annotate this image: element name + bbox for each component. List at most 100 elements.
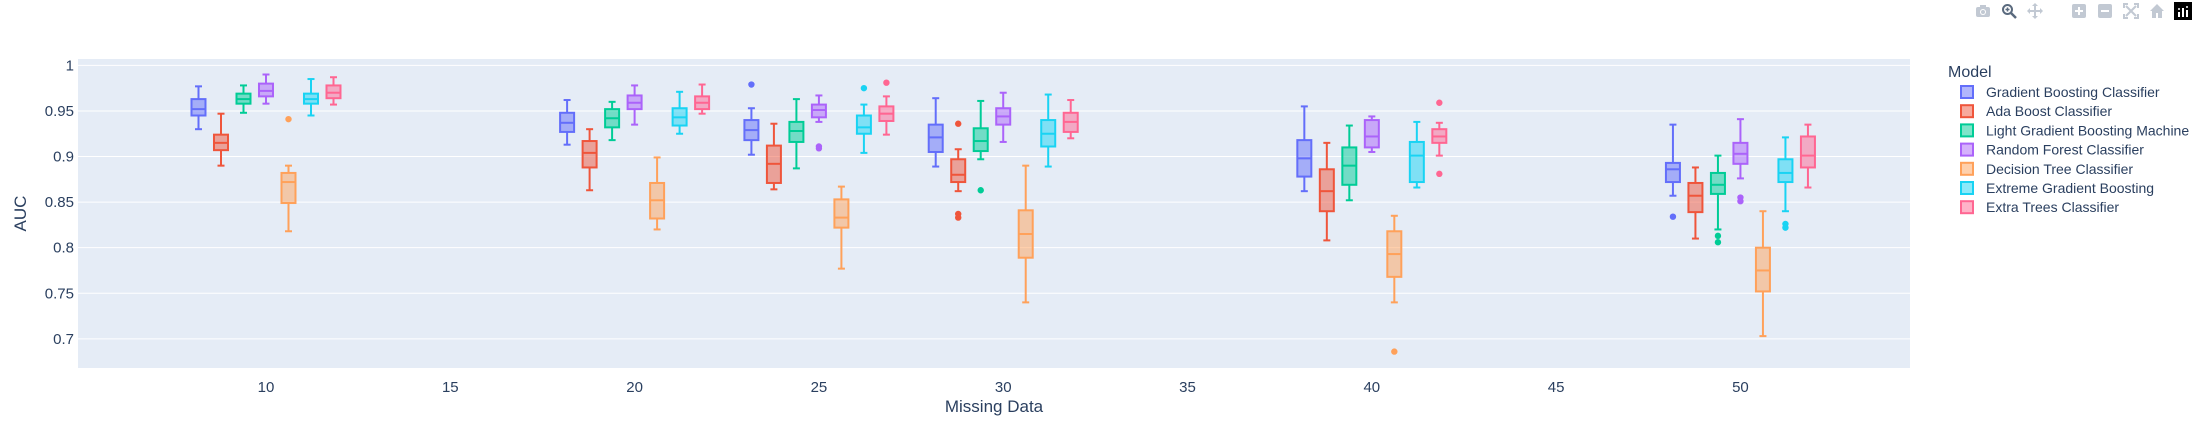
pan-icon[interactable] xyxy=(2026,2,2044,20)
box[interactable] xyxy=(1318,141,1335,242)
box[interactable] xyxy=(972,99,989,194)
box[interactable] xyxy=(878,79,895,136)
box[interactable] xyxy=(280,115,297,233)
box-iqr xyxy=(950,158,967,184)
box[interactable] xyxy=(671,90,688,135)
legend-item[interactable]: Extra Trees Classifier xyxy=(1960,199,2119,215)
y-axis-ticks: 0.7 0.75 0.8 0.85 0.9 0.95 1 xyxy=(45,57,74,347)
y-tick-label: 0.85 xyxy=(45,194,74,211)
box[interactable] xyxy=(788,98,805,170)
box[interactable] xyxy=(995,91,1012,143)
box[interactable] xyxy=(235,84,252,114)
outlier-point[interactable] xyxy=(1436,99,1443,106)
outlier-point[interactable] xyxy=(1436,170,1443,178)
outlier-point[interactable] xyxy=(977,187,984,194)
box[interactable] xyxy=(1386,214,1403,355)
legend-label: Decision Tree Classifier xyxy=(1986,161,2133,177)
legend-item[interactable]: Random Forest Classifier xyxy=(1960,142,2144,158)
box[interactable] xyxy=(927,97,944,168)
legend-item[interactable]: Ada Boost Classifier xyxy=(1960,103,2112,119)
x-tick-label: 50 xyxy=(1732,379,1749,396)
outlier-point[interactable] xyxy=(748,81,755,88)
box[interactable] xyxy=(1687,166,1704,240)
box-iqr xyxy=(855,114,872,135)
box[interactable] xyxy=(810,94,827,152)
box-iqr xyxy=(1664,161,1681,184)
series-ada-boost-classifier xyxy=(212,112,1704,242)
box[interactable] xyxy=(855,84,872,154)
box[interactable] xyxy=(212,112,229,167)
outlier-point[interactable] xyxy=(955,120,962,127)
box[interactable] xyxy=(302,78,319,117)
box[interactable] xyxy=(649,156,666,231)
outlier-point[interactable] xyxy=(285,115,292,123)
camera-icon[interactable] xyxy=(1974,2,1992,20)
box[interactable] xyxy=(950,120,967,221)
series-random-forest-classifier xyxy=(257,73,1749,205)
x-tick-label: 40 xyxy=(1363,379,1380,396)
box[interactable] xyxy=(190,85,207,131)
legend-swatch xyxy=(1960,181,1974,195)
box[interactable] xyxy=(1062,99,1079,140)
legend-item[interactable]: Decision Tree Classifier xyxy=(1960,161,2133,177)
box[interactable] xyxy=(1341,124,1358,202)
box[interactable] xyxy=(1732,118,1749,205)
outlier-point[interactable] xyxy=(883,79,890,86)
gridlines xyxy=(78,64,1910,340)
box-iqr xyxy=(1408,140,1425,184)
box[interactable] xyxy=(581,128,598,192)
plot-area[interactable] xyxy=(78,59,1910,368)
box[interactable] xyxy=(1408,120,1425,189)
box-iqr xyxy=(1687,181,1704,214)
autoscale-icon[interactable] xyxy=(2122,2,2140,20)
box-iqr xyxy=(833,198,850,229)
zoom-icon[interactable] xyxy=(2000,2,2018,20)
legend-item[interactable]: Gradient Boosting Classifier xyxy=(1960,84,2160,100)
box[interactable] xyxy=(1709,154,1726,246)
box[interactable] xyxy=(1754,210,1771,338)
y-tick-label: 0.95 xyxy=(45,103,74,120)
legend-title: Model xyxy=(1948,64,1992,81)
plotly-logo-icon[interactable] xyxy=(2174,2,2192,20)
zoom-in-icon[interactable] xyxy=(2070,2,2088,20)
box[interactable] xyxy=(1777,136,1794,231)
reset-axes-icon[interactable] xyxy=(2148,2,2166,20)
outlier-point[interactable] xyxy=(1782,224,1789,231)
series-decision-tree-classifier xyxy=(280,115,1771,355)
legend-item[interactable]: Light Gradient Boosting Machine xyxy=(1960,122,2189,138)
box-iqr xyxy=(1799,135,1816,169)
box[interactable] xyxy=(1664,123,1681,220)
x-axis-title: Missing Data xyxy=(945,397,1044,416)
y-tick-label: 0.7 xyxy=(53,331,74,348)
outlier-point[interactable] xyxy=(1391,348,1398,355)
zoom-out-icon[interactable] xyxy=(2096,2,2114,20)
box[interactable] xyxy=(765,122,782,191)
box[interactable] xyxy=(257,73,274,105)
outlier-point[interactable] xyxy=(1737,197,1744,205)
box[interactable] xyxy=(1296,105,1313,193)
outlier-point[interactable] xyxy=(860,84,868,92)
outlier-point[interactable] xyxy=(1714,232,1722,240)
outlier-point[interactable] xyxy=(815,145,823,152)
box[interactable] xyxy=(325,76,342,106)
box[interactable] xyxy=(1431,99,1448,178)
outlier-point[interactable] xyxy=(955,214,962,221)
outlier-point[interactable] xyxy=(1714,239,1722,246)
box[interactable] xyxy=(604,100,621,142)
x-tick-label: 45 xyxy=(1548,379,1565,396)
legend-item[interactable]: Extreme Gradient Boosting xyxy=(1960,180,2154,196)
series-extra-trees-classifier xyxy=(325,76,1816,189)
outlier-point[interactable] xyxy=(1669,213,1677,220)
box[interactable] xyxy=(1017,164,1034,304)
box[interactable] xyxy=(1799,123,1816,189)
box[interactable] xyxy=(559,99,576,146)
box[interactable] xyxy=(743,81,760,156)
box[interactable] xyxy=(626,84,643,126)
box[interactable] xyxy=(1363,115,1380,153)
x-tick-label: 25 xyxy=(811,379,828,396)
box[interactable] xyxy=(694,83,711,115)
modebar xyxy=(1974,2,2192,20)
box[interactable] xyxy=(833,185,850,270)
box[interactable] xyxy=(1040,93,1057,168)
x-tick-label: 35 xyxy=(1179,379,1196,396)
